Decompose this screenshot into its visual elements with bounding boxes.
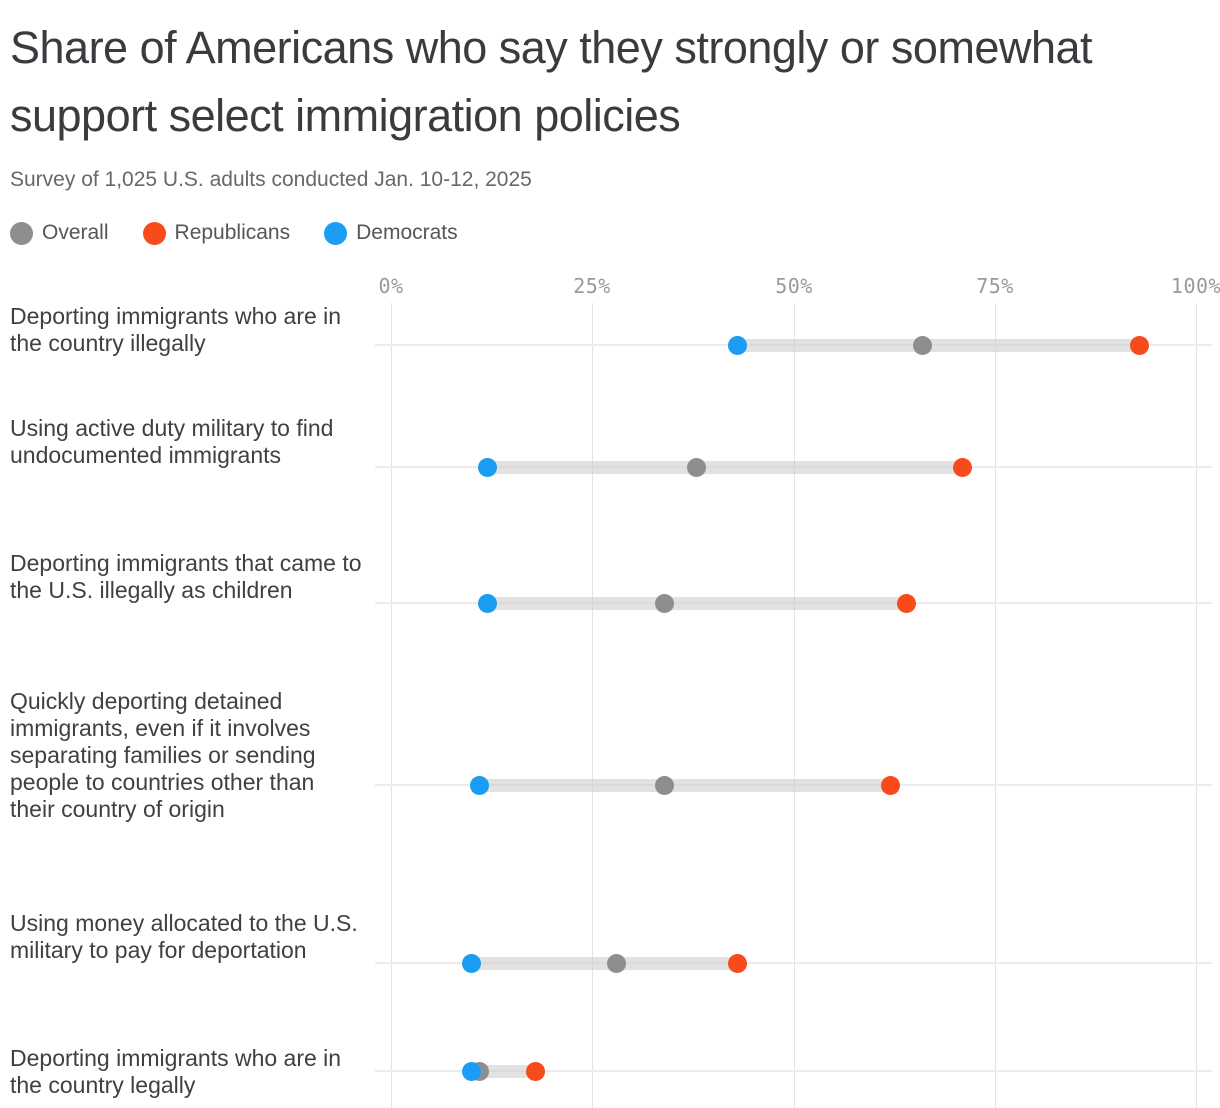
range-band (737, 339, 1140, 352)
republicans-legend-dot-icon (142, 221, 166, 245)
category-label: Deporting immigrants who are in the coun… (10, 1045, 342, 1098)
category-label: Using money allocated to the U.S. milita… (10, 910, 358, 963)
x-axis-tick-label: 25% (573, 274, 611, 298)
overall-dot (687, 458, 706, 477)
x-axis-tick-label: 0% (378, 274, 404, 298)
republicans-dot (881, 776, 900, 795)
gridline-0% (391, 303, 392, 1108)
legend-item-democrats: Democrats (324, 221, 458, 245)
row-baseline (375, 1070, 1212, 1072)
gridline-75% (995, 303, 996, 1108)
democrats-dot (728, 336, 747, 355)
legend: Overall Republicans Democrats (10, 221, 458, 245)
overall-dot (655, 776, 674, 795)
legend-label: Democrats (356, 221, 458, 244)
range-band (472, 957, 738, 970)
democrats-dot (462, 954, 481, 973)
democrats-legend-dot-icon (324, 221, 348, 245)
overall-dot (655, 594, 674, 613)
range-band (480, 779, 891, 792)
category-label: Deporting immigrants that came to the U.… (10, 550, 362, 603)
gridline-25% (592, 303, 593, 1108)
legend-label: Overall (42, 221, 109, 244)
gridline-50% (794, 303, 795, 1108)
democrats-dot (478, 594, 497, 613)
range-band (488, 461, 963, 474)
category-label: Quickly deporting detained immigrants, e… (10, 688, 316, 822)
overall-legend-dot-icon (10, 221, 33, 245)
gridline-100% (1196, 303, 1197, 1108)
row-baseline (375, 962, 1212, 964)
republicans-dot (897, 594, 916, 613)
legend-item-republicans: Republicans (142, 221, 291, 245)
overall-dot (607, 954, 626, 973)
republicans-dot (728, 954, 747, 973)
chart-subtitle: Survey of 1,025 U.S. adults conducted Ja… (10, 168, 532, 191)
republicans-dot (1130, 336, 1149, 355)
legend-item-overall: Overall (10, 221, 109, 245)
overall-dot (913, 336, 932, 355)
republicans-dot (526, 1062, 545, 1081)
range-band (488, 597, 907, 610)
x-axis-tick-label: 50% (775, 274, 813, 298)
x-axis-tick-label: 100% (1170, 274, 1220, 298)
democrats-dot (470, 776, 489, 795)
democrats-dot (478, 458, 497, 477)
democrats-dot (462, 1062, 481, 1081)
x-axis-tick-label: 75% (976, 274, 1014, 298)
republicans-dot (953, 458, 972, 477)
category-label: Deporting immigrants who are in the coun… (10, 303, 342, 356)
category-label: Using active duty military to find undoc… (10, 415, 334, 468)
legend-label: Republicans (174, 221, 291, 244)
chart-title: Share of Americans who say they strongly… (10, 22, 1093, 141)
